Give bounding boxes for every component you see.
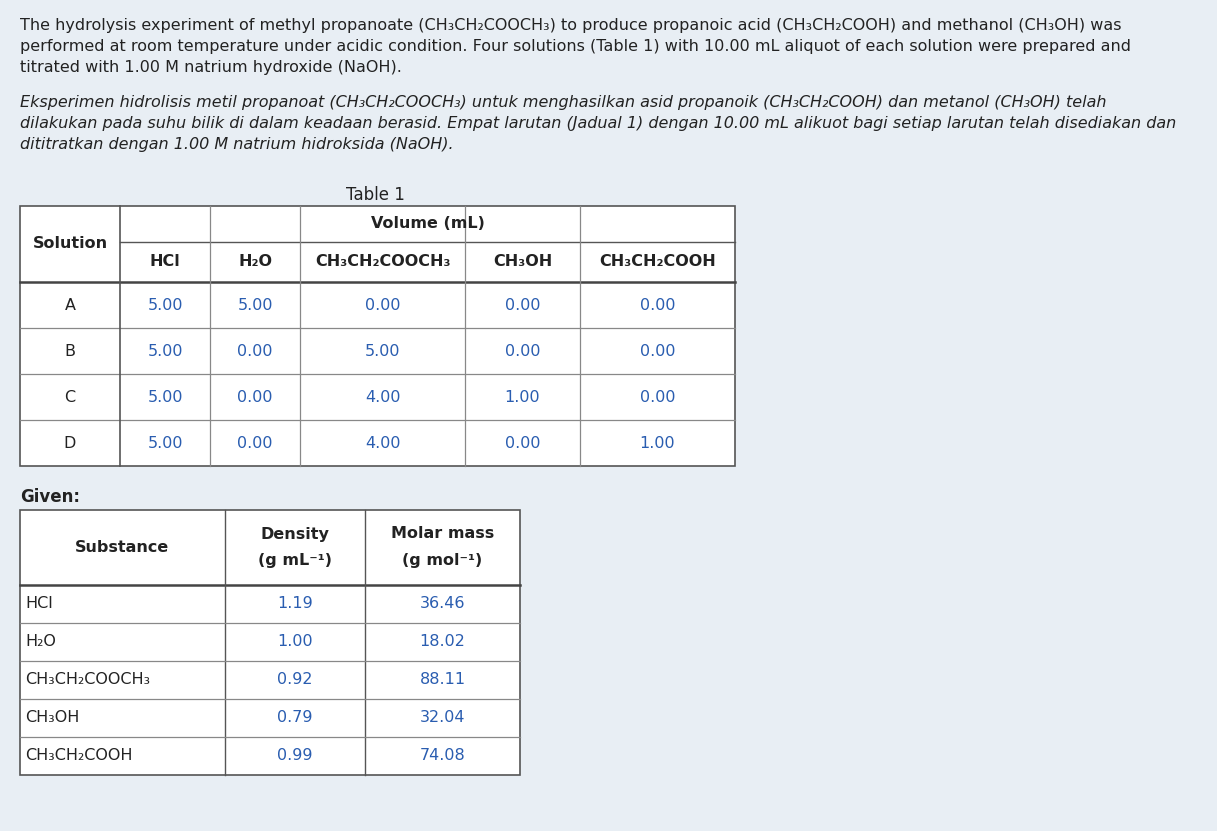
Text: H₂O: H₂O: [26, 635, 56, 650]
Text: 0.79: 0.79: [277, 711, 313, 725]
Text: Density: Density: [260, 527, 330, 542]
Text: D: D: [63, 435, 77, 450]
Text: Volume (mL): Volume (mL): [370, 217, 484, 232]
Text: 0.99: 0.99: [277, 749, 313, 764]
Text: Eksperimen hidrolisis metil propanoat (CH₃CH₂COOCH₃) untuk menghasilkan asid pro: Eksperimen hidrolisis metil propanoat (C…: [19, 95, 1106, 110]
Text: Table 1: Table 1: [346, 186, 404, 204]
Text: 0.00: 0.00: [365, 297, 400, 312]
Text: 0.00: 0.00: [237, 435, 273, 450]
Text: 1.00: 1.00: [505, 390, 540, 405]
Text: 0.00: 0.00: [640, 297, 675, 312]
Text: A: A: [65, 297, 75, 312]
Text: 4.00: 4.00: [365, 390, 400, 405]
Text: 0.00: 0.00: [237, 343, 273, 358]
Text: HCl: HCl: [150, 254, 180, 269]
Bar: [19, 510, 520, 775]
Text: 5.00: 5.00: [147, 297, 183, 312]
Text: CH₃OH: CH₃OH: [26, 711, 79, 725]
Text: 5.00: 5.00: [237, 297, 273, 312]
Text: CH₃CH₂COOCH₃: CH₃CH₂COOCH₃: [315, 254, 450, 269]
Text: 0.92: 0.92: [277, 672, 313, 687]
Text: 88.11: 88.11: [420, 672, 466, 687]
Text: The hydrolysis experiment of methyl propanoate (CH₃CH₂COOCH₃) to produce propano: The hydrolysis experiment of methyl prop…: [19, 18, 1122, 33]
Text: 5.00: 5.00: [147, 435, 183, 450]
Text: H₂O: H₂O: [239, 254, 273, 269]
Text: 32.04: 32.04: [420, 711, 465, 725]
Text: Molar mass: Molar mass: [391, 527, 494, 542]
Text: 5.00: 5.00: [365, 343, 400, 358]
Text: C: C: [65, 390, 75, 405]
Text: Given:: Given:: [19, 488, 80, 506]
Text: CH₃CH₂COOH: CH₃CH₂COOH: [26, 749, 133, 764]
Text: CH₃OH: CH₃OH: [493, 254, 553, 269]
Text: 0.00: 0.00: [640, 390, 675, 405]
Text: 74.08: 74.08: [420, 749, 465, 764]
Text: CH₃CH₂COOH: CH₃CH₂COOH: [599, 254, 716, 269]
Text: dilakukan pada suhu bilik di dalam keadaan berasid. Empat larutan (Jadual 1) den: dilakukan pada suhu bilik di dalam keada…: [19, 116, 1177, 131]
Bar: [19, 206, 735, 466]
Text: 0.00: 0.00: [505, 297, 540, 312]
Text: (g mL⁻¹): (g mL⁻¹): [258, 553, 332, 568]
Text: Solution: Solution: [33, 237, 107, 252]
Text: 1.00: 1.00: [277, 635, 313, 650]
Text: 0.00: 0.00: [505, 435, 540, 450]
Text: 4.00: 4.00: [365, 435, 400, 450]
Text: 5.00: 5.00: [147, 343, 183, 358]
Text: 18.02: 18.02: [420, 635, 465, 650]
Text: B: B: [65, 343, 75, 358]
Text: Substance: Substance: [75, 540, 169, 555]
Text: 1.00: 1.00: [640, 435, 675, 450]
Text: (g mol⁻¹): (g mol⁻¹): [403, 553, 483, 568]
Text: HCl: HCl: [26, 597, 52, 612]
Text: 0.00: 0.00: [640, 343, 675, 358]
Text: 36.46: 36.46: [420, 597, 465, 612]
Text: performed at room temperature under acidic condition. Four solutions (Table 1) w: performed at room temperature under acid…: [19, 39, 1131, 54]
Text: 1.19: 1.19: [277, 597, 313, 612]
Text: 0.00: 0.00: [237, 390, 273, 405]
Text: 5.00: 5.00: [147, 390, 183, 405]
Text: dititratkan dengan 1.00 M natrium hidroksida (NaOH).: dititratkan dengan 1.00 M natrium hidrok…: [19, 137, 454, 152]
Text: 0.00: 0.00: [505, 343, 540, 358]
Text: CH₃CH₂COOCH₃: CH₃CH₂COOCH₃: [26, 672, 150, 687]
Text: titrated with 1.00 M natrium hydroxide (NaOH).: titrated with 1.00 M natrium hydroxide (…: [19, 60, 402, 75]
